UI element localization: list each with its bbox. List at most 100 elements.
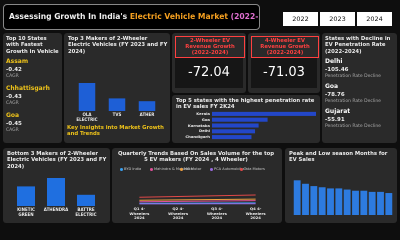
x-tick-label: ATHENDRA [43, 207, 69, 212]
state-label: CAGR [6, 101, 19, 106]
x-tick-label: Q3 4-Wheelers 2024 [206, 206, 227, 221]
legend-swatch [240, 168, 243, 171]
x-tick-label: KINETIC GREEN [17, 207, 35, 217]
y-tick-label: Chandigarh [185, 134, 210, 140]
bar [385, 193, 393, 215]
top-makers-panel: Key Insights into Market Growth and Tren… [64, 33, 170, 143]
year-filter[interactable]: 2023 [320, 12, 355, 26]
state-value: -78.76 [325, 92, 345, 98]
kpi-title: 4-Wheeler EV Revenue Growth (2022-2024) [251, 36, 319, 58]
year-filter[interactable]: 2024 [357, 12, 392, 26]
legend-label: MG Motor [184, 167, 202, 171]
bar [212, 129, 256, 134]
chart-title: Quarterly Trends Based On Sales Volume f… [117, 151, 275, 164]
bar [212, 117, 268, 122]
kpi-value: -71.03 [251, 58, 317, 88]
season-panel: Peak and Low season Months for EV Sales [285, 148, 397, 223]
bar [293, 180, 301, 215]
kpi-value: -72.04 [175, 58, 243, 88]
y-tick-label: Kerala [196, 111, 210, 116]
chart-area [17, 178, 95, 206]
legend-swatch [120, 168, 123, 171]
title-part: Electric Vehicle Market [129, 12, 228, 21]
decline-panel: States with Decline in EV Penetration Ra… [322, 33, 397, 143]
legend-swatch [210, 168, 213, 171]
state-name: Goa [6, 112, 20, 119]
state-name: Gujarat [325, 108, 351, 115]
chart-area [139, 194, 256, 205]
chart-area [212, 111, 316, 140]
state-value: -0.42 [6, 67, 22, 73]
x-tick-label: BATTRE ELECTRIC [75, 207, 97, 217]
chart-title: Peak and Low season Months for EV Sales [289, 151, 388, 164]
bar [360, 190, 368, 215]
bar [352, 190, 359, 215]
y-tick-label: Karnataka [187, 122, 210, 128]
state-label: Penetration Rate Decline [325, 124, 381, 129]
panel-title: Top 10 States with Fastest Growth in Veh… [6, 36, 59, 55]
bottom-makers-panel: Bottom 3 Makers of 2-Wheeler Electric Ve… [3, 148, 110, 223]
x-tick-label: Q4 4-Wheelers 2024 [245, 206, 266, 221]
legend-swatch [150, 168, 153, 171]
chart-title: Bottom 3 Makers of 2-Wheeler Electric Ve… [7, 151, 107, 170]
state-name: Assam [6, 58, 29, 65]
bar [47, 178, 65, 206]
bar [77, 194, 95, 206]
insights: Key Insights into Market Growth and Tren… [67, 125, 164, 137]
title-part: Assessing Growth In India's [9, 12, 130, 21]
bar [302, 183, 309, 215]
bar [335, 188, 343, 215]
bar [310, 186, 318, 215]
bar [212, 123, 259, 128]
kpi-panel: 2-Wheeler EV Revenue Growth (2022-2024) -… [172, 33, 246, 93]
series-line [139, 194, 256, 198]
penetration-panel: Top 5 states with the highest penetratio… [172, 95, 320, 143]
legend-label: BYD India [124, 167, 142, 171]
x-tick-label: TVS [112, 112, 122, 117]
bar [212, 135, 252, 140]
bar [343, 189, 351, 215]
quarterly-panel: Quarterly Trends Based On Sales Volume f… [112, 148, 282, 223]
bar [108, 98, 126, 111]
y-tick-label: Goa [201, 116, 210, 122]
bar [17, 186, 35, 206]
bar [212, 111, 316, 116]
y-tick-label: Delhi [198, 128, 210, 134]
bar [318, 187, 326, 215]
series-line [139, 200, 256, 203]
state-value: -55.91 [325, 117, 345, 123]
bar [138, 101, 156, 111]
state-value: -0.43 [6, 94, 22, 100]
title-part: (2022-2024)" [230, 12, 259, 21]
state-label: Penetration Rate Decline [325, 74, 381, 79]
state-name: Chhattisgarh [6, 85, 50, 92]
x-tick-label: Q1 4-Wheelers 2024 [129, 206, 150, 221]
bar [377, 191, 384, 215]
x-tick-label: ATHER [139, 112, 155, 117]
state-label: Penetration Rate Decline [325, 99, 381, 104]
growth-panel: Top 10 States with Fastest Growth in Veh… [3, 33, 62, 143]
state-value: -105.46 [325, 67, 349, 73]
state-name: Delhi [325, 58, 343, 65]
chart-area [78, 83, 156, 111]
x-tick-label: Q2 4-Wheelers 2024 [168, 206, 189, 221]
chart-area [293, 180, 393, 215]
year-filter[interactable]: 2022 [283, 12, 318, 26]
title-bar: Assessing Growth In India's Electric Veh… [3, 4, 260, 30]
legend-label: Tata Motors [244, 167, 265, 171]
legend-swatch [180, 168, 183, 171]
legend-label: PCA Automobiles [214, 167, 245, 171]
kpi-title: 2-Wheeler EV Revenue Growth (2022-2024) [175, 36, 245, 58]
panel-title: States with Decline in EV Penetration Ra… [325, 36, 391, 55]
state-name: Goa [325, 83, 339, 90]
series-line [139, 198, 256, 201]
dashboard: Assessing Growth In India's Electric Veh… [3, 4, 397, 223]
chart-title: Top 3 Makers of 2-Wheeler Electric Vehic… [68, 36, 168, 55]
state-label: CAGR [6, 74, 19, 79]
bar [327, 188, 334, 215]
bar [78, 83, 96, 111]
x-tick-label: OLA ELECTRIC [76, 112, 98, 122]
state-value: -0.45 [6, 121, 22, 127]
legend-label: Mahindra & Mahindra [154, 167, 193, 171]
chart-title: Top 5 states with the highest penetratio… [176, 98, 315, 111]
